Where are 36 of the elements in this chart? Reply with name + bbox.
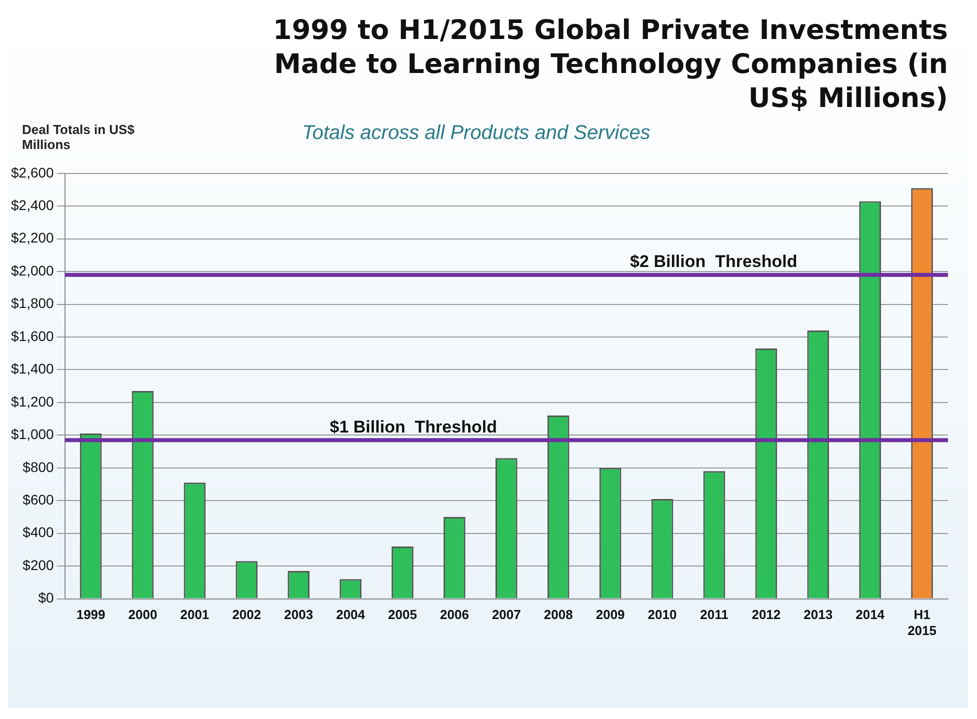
x-tick-label: 2009 [596,607,625,622]
x-tick-label: 2008 [544,607,573,622]
y-tick-label: $2,400 [10,196,54,213]
chart-title: 1999 to H1/2015 Global Private Investments Made to Learning Technology Companies (in US$ Millions) [272,14,949,116]
chart-subtitle: Totals across all Products and Services [301,122,652,145]
x-tick-label: 2012 [752,607,781,622]
x-tick-label: 2003 [284,607,314,622]
y-tick-label: $2,000 [10,262,54,278]
y-tick-label: $1,200 [10,393,54,410]
x-tick-label: 2013 [804,607,833,622]
ref-line-label: $2 Billion Threshold [630,252,798,272]
x-tick-label: 2010 [648,607,677,622]
x-tick-label: 2004 [336,607,366,622]
y-tick-label: $2,600 [10,164,54,180]
y-tick-label: $0 [38,590,54,606]
x-tick-label: 2014 [856,607,886,622]
x-tick-label: 2007 [492,607,521,622]
y-tick-label: $600 [22,491,54,508]
y-tick-label: $400 [22,524,54,540]
y-tick-label: $800 [22,458,54,475]
y-tick-label: $1,400 [10,360,54,377]
x-tick-label: 2005 [388,607,417,622]
x-tick-label: 2000 [128,607,158,622]
x-tick-label: 1999 [76,607,106,622]
y-axis-title: Deal Totals in US$ Millions [21,122,136,152]
x-tick-label: 2002 [232,607,262,622]
x-tick-label: 2011 [700,607,728,622]
x-tick-label: 2001 [180,607,210,622]
ref-line-label: $1 Billion Threshold [330,417,497,436]
x-tick-label: H1 2015 [908,607,936,638]
x-tick-label: 2006 [440,607,469,622]
y-tick-label: $1,600 [10,328,54,344]
y-tick-label: $2,200 [10,230,54,246]
y-tick-label: $1,000 [10,426,54,442]
y-tick-label: $1,800 [10,295,54,312]
y-tick-label: $200 [22,556,54,573]
